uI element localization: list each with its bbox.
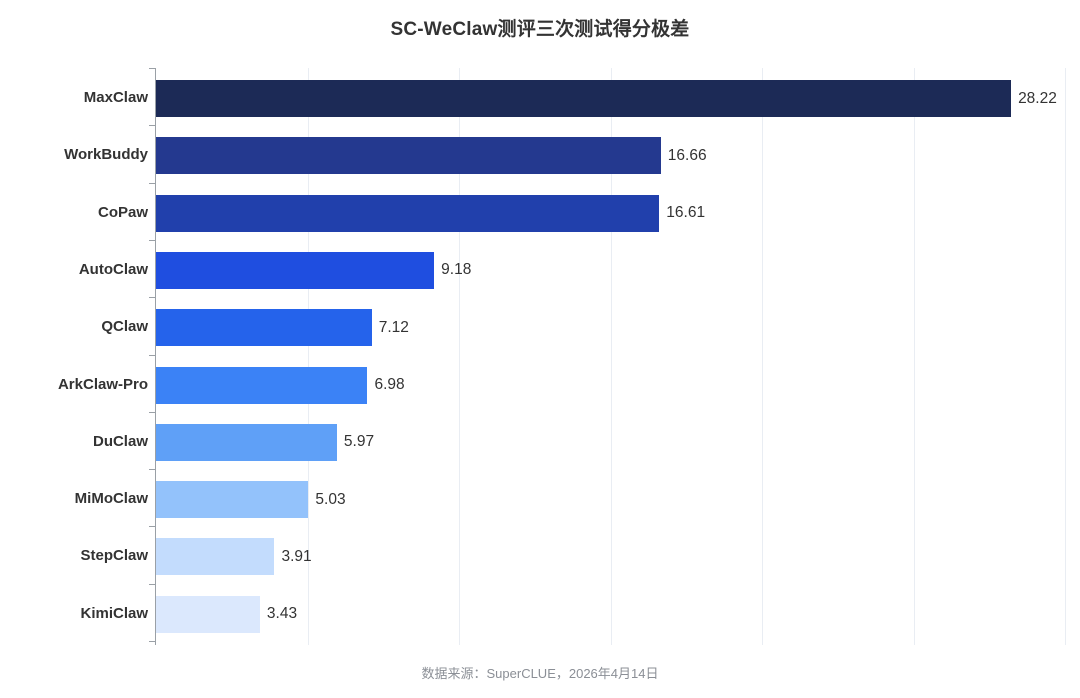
chart-title: SC-WeClaw测评三次测试得分极差 (390, 19, 690, 40)
category-label-workbuddy: WorkBuddy (64, 146, 148, 164)
gridline (913, 68, 915, 645)
bar[interactable] (156, 538, 275, 576)
category-label-duclaw: DuClaw (92, 432, 148, 450)
bar-value-label: 16.61 (666, 204, 706, 222)
bar[interactable] (156, 423, 337, 461)
y-axis-tick (149, 297, 155, 299)
category-label-autoclaw: AutoClaw (78, 260, 148, 278)
plot-area: 28.22 16.66 16.61 9.18 7.12 6.98 5.97 5.03 3.91 3… (156, 68, 1080, 645)
bar-row[interactable]: 16.66 (156, 137, 1080, 175)
category-label-qclaw: QClaw (101, 318, 148, 336)
bar-row[interactable]: 3.91 (156, 538, 1080, 576)
bar-row[interactable]: 5.03 (156, 481, 1080, 519)
y-axis-tick (149, 68, 155, 69)
bar[interactable] (156, 481, 309, 519)
bar-row[interactable]: 7.12 (156, 309, 1080, 347)
bar[interactable] (156, 80, 1012, 117)
y-axis-tick (149, 583, 155, 585)
category-label-arkclaw-pro: ArkClaw-Pro (57, 375, 148, 393)
bar-value-label: 28.22 (1018, 89, 1057, 107)
y-axis-tick (149, 641, 155, 642)
y-axis-line (155, 68, 156, 645)
category-label-kimiclaw: KimiClaw (80, 604, 148, 622)
category-label-mimoclaw: MiMoClaw (74, 490, 148, 508)
category-label-stepclaw: StepClaw (80, 547, 148, 565)
gridline (610, 68, 612, 645)
bar-value-label: 16.66 (667, 146, 707, 164)
y-axis-tick (149, 354, 155, 356)
bar-value-label: 3.91 (281, 547, 312, 565)
bar-value-label: 9.18 (441, 261, 472, 279)
bar-row[interactable]: 5.97 (156, 423, 1080, 461)
y-axis-tick (149, 125, 155, 127)
bar-value-label: 6.98 (374, 376, 405, 393)
gridline (459, 68, 460, 645)
category-label-copaw: CoPaw (97, 203, 148, 221)
gridline (1065, 68, 1066, 645)
y-axis-tick (149, 469, 155, 471)
bar[interactable] (156, 595, 260, 633)
y-axis-tick (149, 182, 155, 184)
bar[interactable] (156, 137, 661, 175)
bar[interactable] (156, 194, 660, 232)
gridline (307, 68, 309, 645)
bar-value-label: 5.03 (315, 490, 346, 508)
bar[interactable] (156, 309, 372, 347)
bar-row[interactable]: 28.22 (156, 80, 1080, 117)
bar-row[interactable]: 6.98 (156, 366, 1080, 404)
bar-value-label: 3.43 (266, 605, 298, 623)
y-axis-tick (149, 411, 155, 413)
bar-row[interactable]: 16.61 (156, 194, 1080, 232)
y-axis-tick (149, 239, 155, 241)
y-axis-tick (149, 526, 155, 528)
bar-value-label: 5.97 (343, 433, 375, 451)
category-label-maxclaw: MaxClaw (83, 89, 148, 106)
bar[interactable] (156, 251, 435, 289)
chart-source-note: 数据来源：SuperCLUE，2026年4月14日 (421, 666, 659, 681)
gridline (762, 68, 763, 645)
bar-row[interactable]: 3.43 (156, 595, 1080, 633)
bar-row[interactable]: 9.18 (156, 251, 1080, 289)
bar[interactable] (156, 366, 368, 404)
bar-value-label: 7.12 (378, 318, 409, 336)
